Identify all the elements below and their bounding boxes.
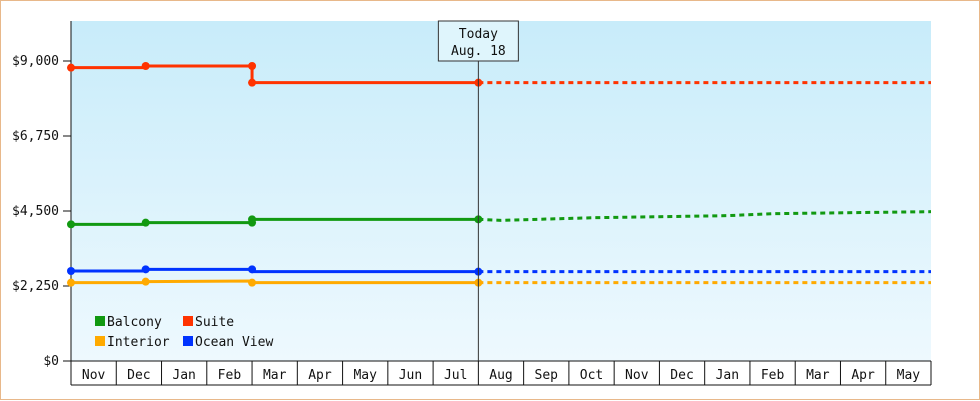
legend-swatch	[95, 316, 105, 326]
data-point	[67, 278, 75, 287]
legend-label: Ocean View	[195, 335, 273, 350]
series-line-actual	[71, 217, 479, 226]
y-tick-label: $0	[43, 354, 59, 369]
x-tick-label: Nov	[82, 368, 106, 383]
data-point	[67, 63, 75, 72]
legend-swatch	[95, 336, 105, 346]
x-tick-label: Dec	[670, 368, 693, 383]
x-tick-label: Feb	[218, 368, 242, 383]
x-tick-label: Nov	[625, 368, 649, 383]
series-line-actual	[71, 279, 479, 285]
data-point	[248, 215, 257, 224]
today-label: Today	[459, 27, 498, 42]
x-tick-label: Dec	[127, 368, 150, 383]
x-tick-label: Feb	[761, 368, 785, 383]
y-tick-label: $9,000	[12, 54, 59, 69]
x-tick-label: May	[353, 368, 377, 383]
x-tick-label: Apr	[308, 368, 332, 383]
x-tick-label: Jan	[716, 368, 739, 383]
data-point	[67, 220, 75, 229]
x-tick-label: Mar	[263, 368, 287, 383]
y-tick-label: $2,250	[12, 279, 59, 294]
data-point	[248, 78, 257, 87]
legend-label: Balcony	[107, 315, 162, 330]
data-point	[67, 267, 75, 275]
x-tick-label: Jun	[399, 368, 422, 383]
data-point	[141, 277, 150, 286]
series-line-forecast	[478, 210, 932, 222]
today-date: Aug. 18	[451, 44, 506, 59]
x-tick-label: Apr	[851, 368, 875, 383]
y-tick-label: $4,500	[12, 204, 59, 219]
today-box	[437, 20, 519, 62]
x-tick-label: Aug	[489, 368, 512, 383]
series-line-actual	[71, 64, 479, 85]
axes: $0 $2,250 $4,500 $6,750 $9,000 Nov Dec Jan Feb Ma…	[12, 21, 932, 386]
x-tick-label: May	[897, 368, 921, 383]
legend-label: Suite	[195, 315, 234, 330]
data-point	[248, 62, 257, 70]
legend: Balcony Suite Interior Ocean View	[95, 315, 273, 350]
x-tick-label: Jan	[172, 368, 195, 383]
x-tick-label: Jul	[444, 368, 467, 383]
today-marker: Today Aug. 18	[437, 20, 519, 361]
data-point	[141, 218, 150, 227]
data-point	[141, 265, 150, 274]
legend-swatch	[183, 336, 193, 346]
x-tick-label: Oct	[580, 368, 603, 383]
data-point	[248, 278, 257, 287]
legend-label: Interior	[107, 335, 170, 350]
plot-background	[71, 21, 931, 361]
series-line-actual	[71, 267, 479, 274]
data-point	[248, 265, 257, 274]
y-tick-label: $6,750	[12, 129, 59, 144]
x-tick-label: Sep	[535, 368, 559, 383]
data-point	[141, 62, 150, 70]
legend-swatch	[183, 316, 193, 326]
x-tick-label: Mar	[806, 368, 830, 383]
